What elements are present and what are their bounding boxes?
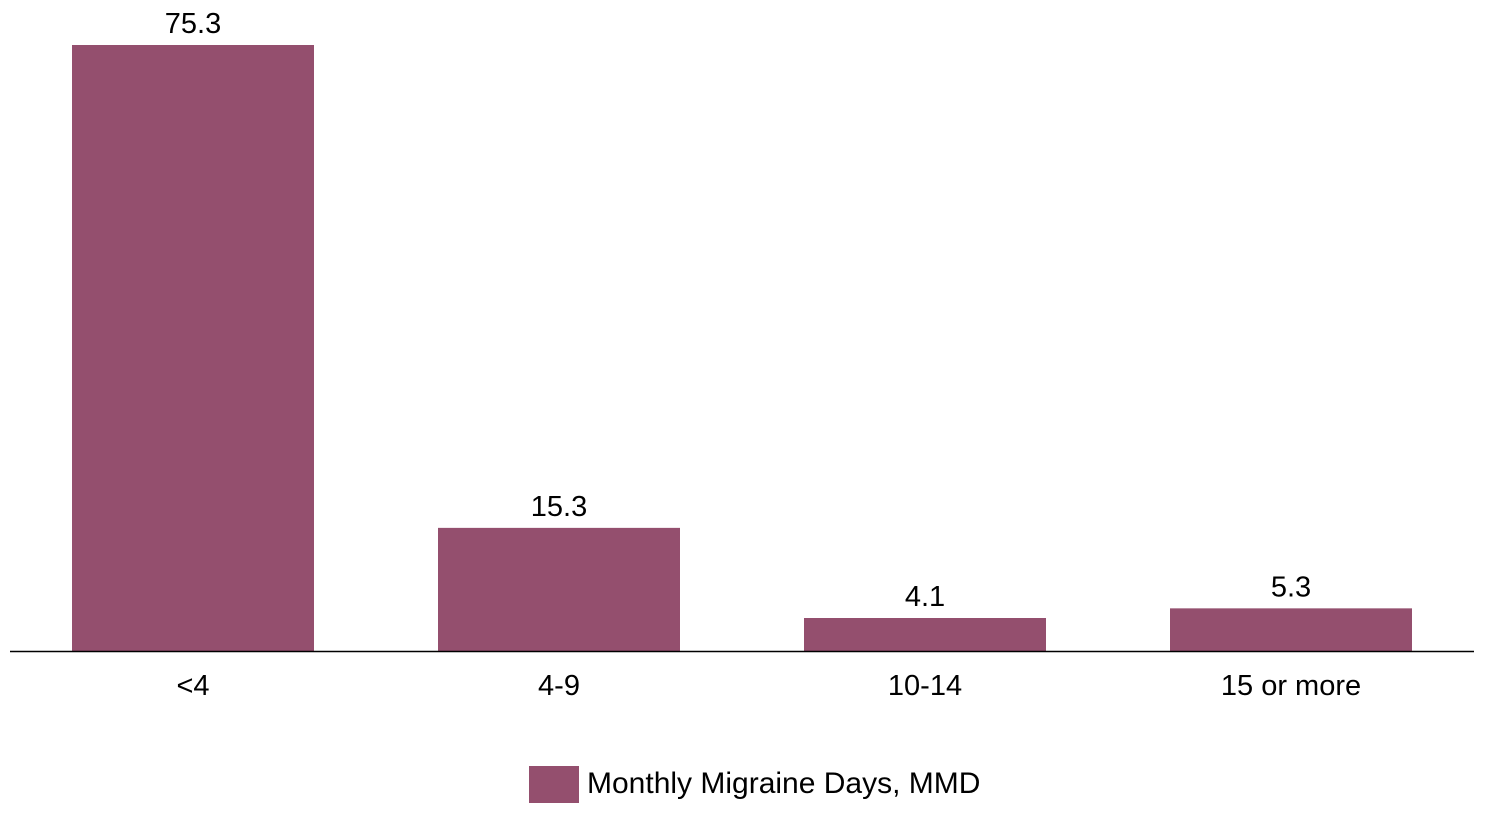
data-labels-group: 75.3 15.3 4.1 5.3 xyxy=(165,8,1311,613)
x-tick-label-2: 10-14 xyxy=(888,670,962,702)
x-tick-labels-group: <4 4-9 10-14 15 or more xyxy=(176,670,1361,702)
legend: Monthly Migraine Days, MMD xyxy=(529,764,980,804)
bar-0 xyxy=(72,45,314,651)
bar-1 xyxy=(438,527,680,651)
bar-2 xyxy=(804,618,1046,651)
x-tick-label-3: 15 or more xyxy=(1221,670,1361,702)
x-tick-label-1: 4-9 xyxy=(538,670,580,702)
data-label-2: 4.1 xyxy=(905,581,945,613)
legend-label: Monthly Migraine Days, MMD xyxy=(587,767,981,800)
data-label-3: 5.3 xyxy=(1271,571,1311,603)
data-label-0: 75.3 xyxy=(165,8,221,40)
legend-swatch xyxy=(529,765,579,803)
x-tick-label-0: <4 xyxy=(176,670,209,702)
bars-group xyxy=(72,45,1412,651)
data-label-1: 15.3 xyxy=(531,491,587,523)
bar-3 xyxy=(1170,608,1412,651)
